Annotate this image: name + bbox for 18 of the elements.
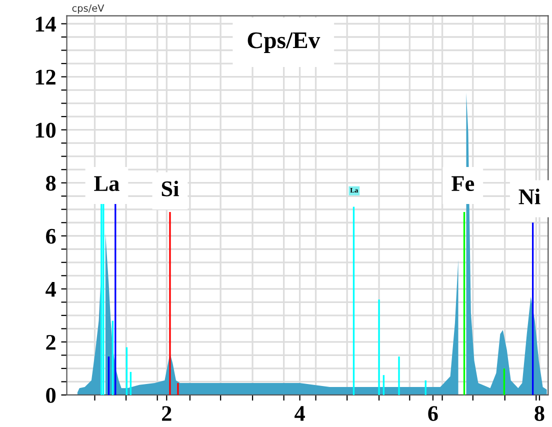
x-tick-label: 4 <box>294 406 305 421</box>
x-tick-label: 2 <box>162 406 172 421</box>
y-tick-label: 12 <box>36 70 56 84</box>
annotation: Ni <box>518 188 540 204</box>
y-tick-label: 14 <box>36 16 56 32</box>
y-tick-label: 6 <box>46 228 56 244</box>
annotation: Fe <box>452 176 474 192</box>
y-axis-title: cps/eV <box>72 4 104 14</box>
x-tick-label: 6 <box>428 406 438 422</box>
annotation: La <box>94 176 120 192</box>
y-tick-label: 8 <box>46 176 56 191</box>
y-tick-label: 10 <box>36 122 56 138</box>
y-tick-label: 2 <box>46 334 56 350</box>
text: Cps/Ev <box>248 32 320 54</box>
x-tick-label: 8 <box>534 406 544 422</box>
y-tick-label: 0 <box>46 388 56 403</box>
y-tick-label: 4 <box>46 282 56 297</box>
annotation: Si <box>162 180 179 196</box>
